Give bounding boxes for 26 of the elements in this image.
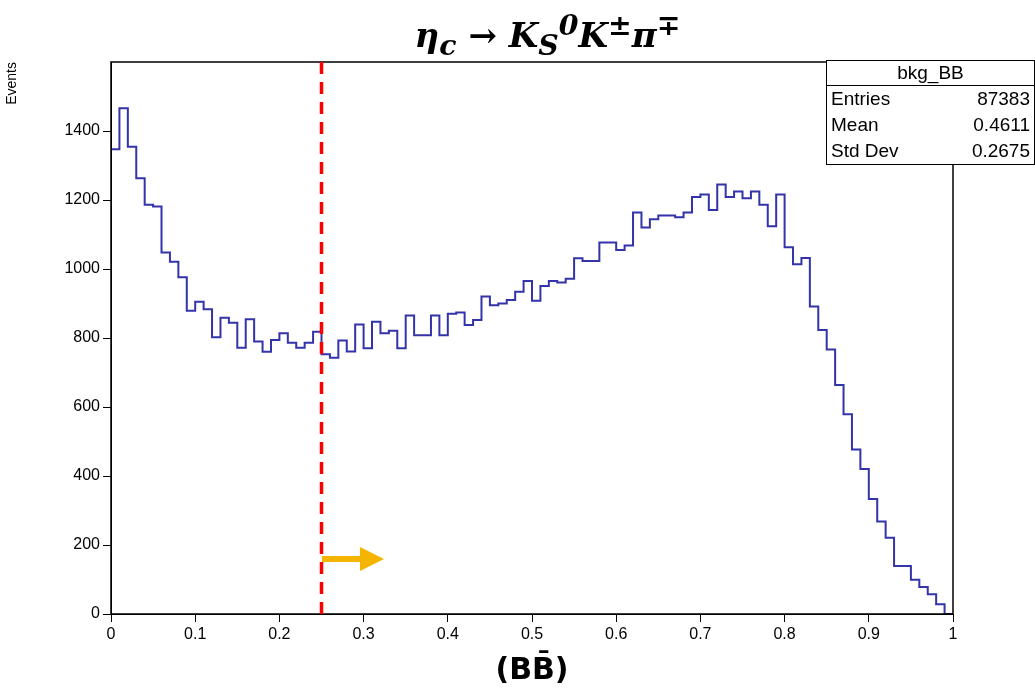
x-tick-label: 0.1: [184, 625, 207, 643]
y-tick-label: 600: [73, 397, 101, 415]
text: Mean 0.4611: [831, 114, 1030, 135]
y-tick-label: 1000: [64, 259, 101, 277]
text: Std Dev 0.2675: [831, 140, 1030, 161]
y-tick-label: 1400: [64, 121, 101, 139]
y-tick-label: 400: [73, 466, 101, 484]
x-tick-label: 0: [106, 625, 116, 643]
y-tick-label: 1200: [64, 190, 101, 208]
x-axis-title: (BB̄): [495, 650, 569, 686]
chart-title: η$_{c}$ → K$_{S}$$^{0}$K$^{±}$π$^{∓}$: [414, 8, 681, 63]
y-axis-title: Events: [3, 62, 20, 105]
y-tick-label: 200: [73, 535, 101, 553]
x-tick-label: 0.6: [605, 625, 628, 643]
x-tick-label: 0.2: [268, 625, 291, 643]
x-tick-label: 0.3: [352, 625, 375, 643]
x-tick-label: 0.5: [520, 625, 544, 643]
y-tick-label: 800: [73, 328, 101, 346]
x-tick-label: 1: [948, 625, 958, 643]
text: Entries 87383: [831, 88, 1030, 109]
x-tick-label: 0.9: [857, 625, 881, 643]
x-tick-label: 0.8: [773, 625, 796, 643]
x-tick-label: 0.4: [436, 625, 460, 643]
annotation: bkg_BB: [827, 61, 1034, 86]
x-tick-label: 0.7: [689, 625, 712, 643]
y-tick-label: 0: [91, 604, 101, 622]
